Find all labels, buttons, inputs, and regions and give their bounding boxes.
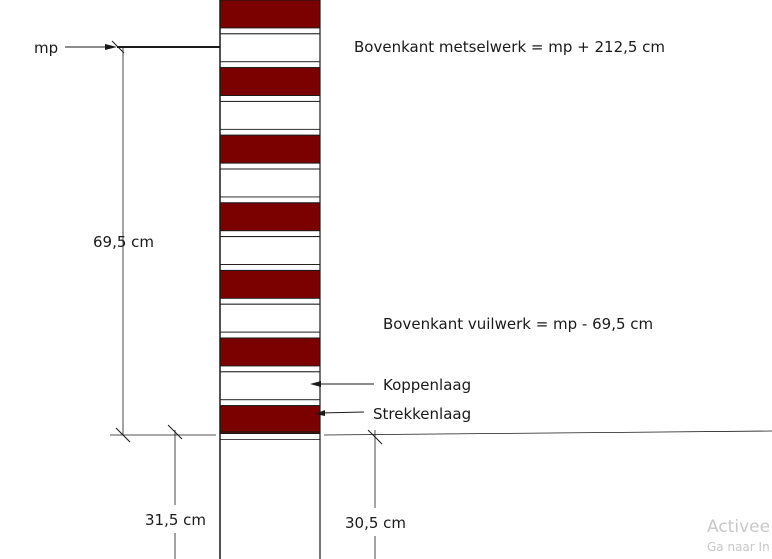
header-course: [219, 168, 321, 198]
mortar-joint: [219, 297, 321, 305]
height-dimension-label: 69,5 cm: [93, 233, 154, 251]
mortar-joint: [219, 128, 321, 136]
stretcher-course: [219, 337, 321, 367]
mortar-joint: [219, 264, 321, 271]
left-dimension-tick: [167, 424, 183, 440]
stretcher-course: [219, 269, 321, 299]
mortar-joint: [219, 27, 321, 35]
stretcher-course-label: Strekkenlaag: [373, 405, 471, 423]
mortar-joint: [219, 162, 321, 170]
header-course: [219, 100, 321, 130]
stretcher-course-arrow-icon: [315, 410, 325, 416]
header-course: [219, 303, 321, 333]
right-dimension-label: 30,5 cm: [345, 514, 406, 532]
activation-watermark-subtitle: Ga naar In: [707, 540, 770, 554]
mortar-joint: [219, 196, 321, 204]
header-course: [219, 236, 321, 266]
mortar-joint: [219, 331, 321, 339]
activation-watermark-title: Activee: [707, 517, 770, 537]
left-dimension-label: 31,5 cm: [145, 511, 206, 529]
mortar-joint: [219, 365, 321, 373]
right-dimension-tick: [367, 429, 383, 445]
mortar-joint: [219, 433, 321, 440]
mp-tick: [111, 40, 125, 54]
header-course: [219, 371, 321, 401]
mortar-joint: [219, 230, 321, 238]
stretcher-course: [219, 0, 321, 29]
stretcher-course: [219, 67, 321, 97]
top-foundation-label: Bovenkant vuilwerk = mp - 69,5 cm: [383, 315, 653, 333]
mortar-joint: [219, 61, 321, 68]
mortar-joint: [219, 399, 321, 406]
stretcher-course: [219, 202, 321, 232]
mp-arrow-icon: [105, 44, 117, 50]
stretcher-course: [219, 134, 321, 164]
stretcher-course: [219, 405, 321, 435]
mortar-joint: [219, 95, 321, 102]
top-masonry-label: Bovenkant metselwerk = mp + 212,5 cm: [354, 38, 665, 56]
mp-label: mp: [34, 39, 58, 57]
header-course: [219, 33, 321, 63]
stretcher-course-leader: [319, 411, 365, 414]
foundation-level-line-right: [323, 430, 772, 436]
header-course-label: Koppenlaag: [383, 376, 471, 394]
brick-courses: [219, 0, 321, 440]
header-course-arrow-icon: [310, 381, 321, 387]
